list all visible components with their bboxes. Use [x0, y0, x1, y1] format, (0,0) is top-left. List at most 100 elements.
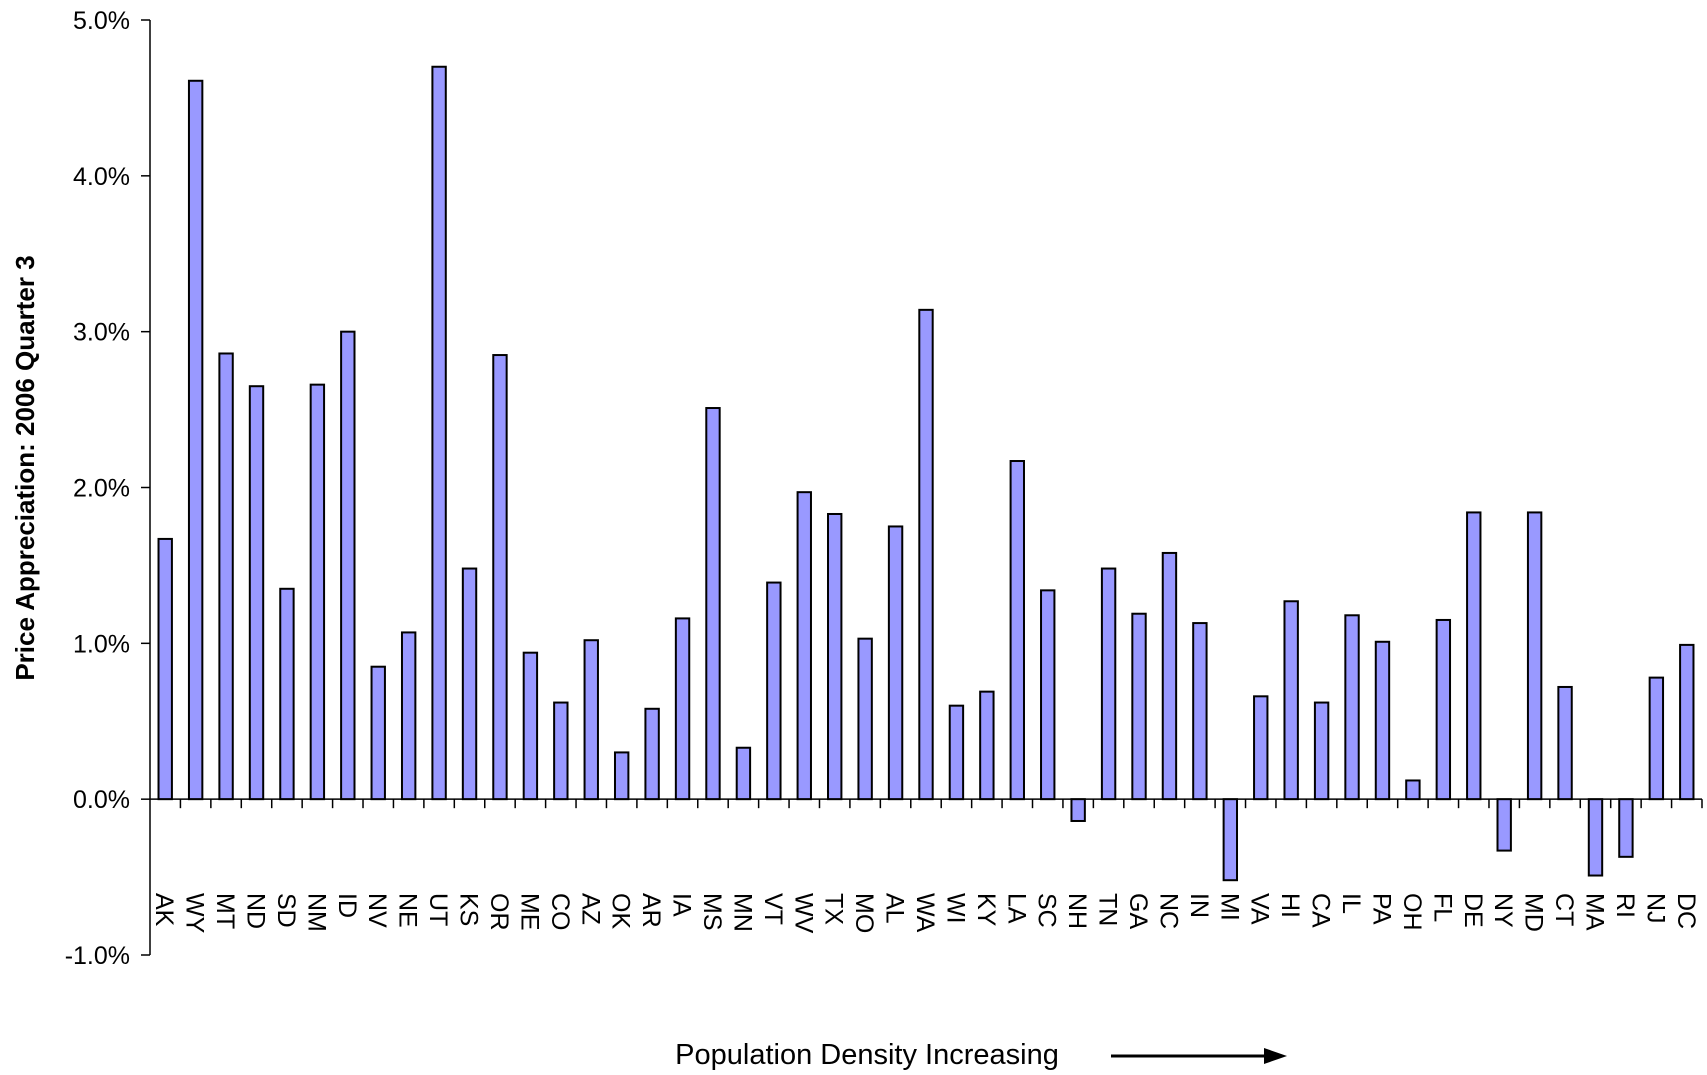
x-tick-label: VT	[759, 893, 787, 925]
x-tick-label: WV	[789, 893, 817, 934]
bar	[705, 407, 721, 801]
x-tick-label: NM	[302, 893, 330, 932]
bar	[431, 65, 447, 801]
bar	[522, 651, 539, 801]
x-tick-label: ME	[515, 893, 543, 931]
x-tick-label: WI	[941, 893, 969, 924]
x-tick-label: AZ	[576, 893, 604, 925]
x-tick-label: SD	[272, 893, 300, 928]
x-tick-label: CO	[546, 893, 574, 931]
bar	[340, 330, 356, 801]
bar	[1070, 798, 1086, 822]
bar	[553, 701, 569, 801]
bar	[644, 707, 660, 801]
x-tick-label: WA	[911, 893, 939, 933]
bar	[1679, 643, 1695, 801]
bar	[1587, 798, 1604, 877]
bar	[766, 581, 782, 801]
x-tick-label: MO	[850, 893, 878, 933]
bar	[309, 383, 326, 801]
bar	[187, 79, 204, 801]
x-tick-label: NJ	[1641, 893, 1669, 924]
bar	[1009, 460, 1025, 801]
x-tick-label: LA	[1002, 893, 1030, 924]
x-tick-label: MD	[1520, 893, 1548, 932]
x-tick-label: HI	[1276, 893, 1304, 918]
x-tick-label: MT	[211, 893, 239, 929]
x-tick-label: CA	[1307, 893, 1335, 928]
x-tick-label: GA	[1124, 893, 1152, 929]
x-tick-label: DE	[1459, 893, 1487, 928]
bar	[887, 525, 904, 801]
bar	[1618, 798, 1634, 858]
x-tick-label: NY	[1489, 893, 1517, 928]
bar	[1222, 798, 1239, 882]
x-tick-label: FL	[1428, 893, 1456, 922]
y-axis-title: Price Appreciation: 2006 Quarter 3	[10, 255, 40, 680]
bar	[1435, 618, 1452, 801]
x-tick-label: AL	[881, 893, 909, 924]
bar	[461, 567, 478, 801]
bar	[1100, 567, 1117, 801]
bar	[948, 704, 965, 801]
bar	[1313, 701, 1330, 801]
bar	[1253, 695, 1269, 801]
y-tick-label: 3.0%	[73, 319, 130, 347]
bar	[1374, 640, 1391, 801]
bar	[1405, 779, 1421, 801]
x-tick-label: OH	[1398, 893, 1426, 931]
bar	[827, 512, 843, 801]
x-tick-label: ID	[333, 893, 361, 918]
bar	[1526, 511, 1543, 801]
x-tick-label: PA	[1367, 893, 1395, 925]
bar	[1040, 589, 1056, 801]
x-tick-label: KY	[972, 893, 1000, 927]
bar	[400, 631, 417, 801]
bar	[1557, 685, 1573, 801]
y-tick-label: 0.0%	[73, 786, 130, 814]
direction-arrow	[1111, 1048, 1287, 1064]
y-tick-label: 5.0%	[73, 7, 130, 35]
arrow-head	[1264, 1048, 1287, 1064]
x-tick-label: TN	[1094, 893, 1122, 926]
x-tick-label: CT	[1550, 893, 1578, 926]
y-tick-label: 1.0%	[73, 630, 130, 658]
x-tick-label: OK	[607, 893, 635, 929]
x-tick-label: TX	[820, 893, 848, 925]
x-tick-label: NC	[1154, 893, 1182, 929]
x-axis-title: Population Density Increasing	[675, 1039, 1059, 1071]
bar	[1192, 622, 1208, 801]
x-tick-label: IN	[1185, 893, 1213, 918]
x-tick-label: OR	[485, 893, 513, 931]
x-tick-label: RI	[1611, 893, 1639, 918]
x-tick-label: NE	[394, 893, 422, 928]
y-tick-label: 4.0%	[73, 163, 130, 191]
bar	[1466, 511, 1482, 801]
bar	[370, 665, 386, 801]
bar	[1283, 600, 1299, 801]
bar	[613, 751, 630, 801]
x-tick-label: WY	[181, 893, 209, 934]
bar	[1648, 676, 1665, 801]
bar	[492, 354, 508, 801]
bar	[796, 491, 812, 801]
bar	[1131, 612, 1147, 801]
x-tick-label: MI	[1215, 893, 1243, 921]
bar	[1496, 798, 1512, 852]
bar	[583, 639, 599, 801]
bar	[1161, 551, 1178, 801]
bar	[248, 385, 265, 801]
bar	[979, 690, 995, 801]
x-tick-label: NV	[363, 893, 391, 928]
x-tick-label: UT	[424, 893, 452, 926]
bar	[674, 617, 691, 801]
x-tick-label: MA	[1580, 893, 1608, 931]
y-tick-label: 2.0%	[73, 475, 130, 503]
x-tick-label: IL	[1337, 893, 1365, 914]
x-tick-label: ND	[242, 893, 270, 929]
x-tick-label: NH	[1063, 893, 1091, 929]
x-tick-label: DC	[1672, 893, 1700, 929]
bar	[157, 537, 173, 801]
bar	[279, 587, 295, 801]
